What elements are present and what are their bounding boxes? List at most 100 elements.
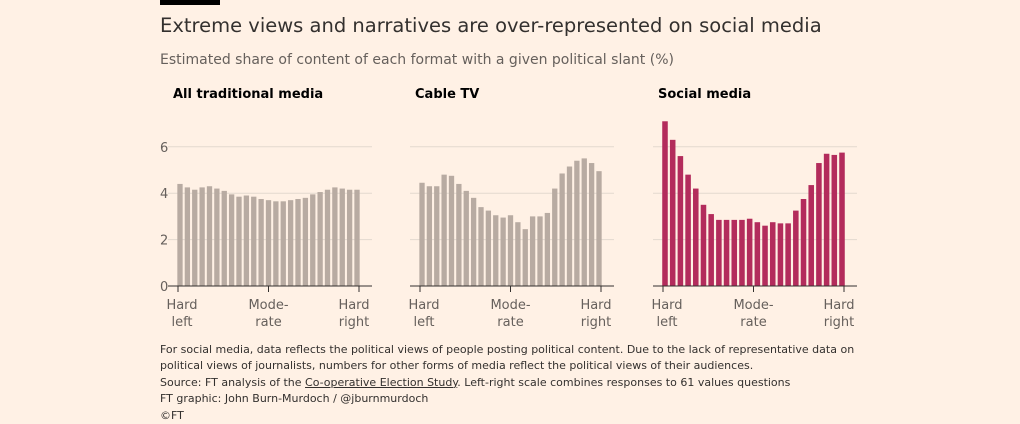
- bar: [441, 174, 447, 286]
- note-line-2: political views of journalists, numbers …: [160, 359, 754, 373]
- bar: [739, 219, 745, 286]
- bar: [317, 192, 323, 286]
- x-tick-label: right: [339, 315, 370, 330]
- bar: [324, 189, 331, 286]
- bar: [310, 194, 316, 286]
- bar: [677, 156, 684, 286]
- y-tick-label: 4: [160, 187, 168, 202]
- bar: [769, 222, 776, 286]
- bar: [214, 188, 220, 286]
- source-prefix: Source: FT analysis of the: [160, 375, 306, 389]
- copyright: ©FT: [160, 408, 184, 422]
- bar: [478, 207, 484, 286]
- x-tick-label: left: [171, 315, 192, 330]
- bar: [419, 182, 425, 286]
- bar: [716, 219, 722, 286]
- bar: [184, 187, 191, 286]
- x-tick-label: Mode-: [490, 298, 530, 313]
- bar: [295, 199, 301, 286]
- x-tick-label: Mode-: [248, 298, 288, 313]
- x-tick-label: Hard: [338, 298, 369, 313]
- x-tick-label: left: [656, 315, 677, 330]
- source-link[interactable]: Co-operative Election Study: [305, 375, 458, 389]
- bar: [493, 215, 499, 286]
- bar: [596, 171, 602, 286]
- bar: [708, 214, 714, 286]
- bar: [507, 215, 514, 286]
- bar: [685, 174, 691, 286]
- header-accent-bar: [160, 0, 220, 5]
- chart-subtitle: Estimated share of content of each forma…: [160, 52, 674, 68]
- bar: [839, 152, 845, 286]
- bar: [700, 204, 707, 286]
- bar: [258, 199, 264, 286]
- bar: [762, 225, 768, 286]
- x-tick-label: Hard: [166, 298, 197, 313]
- bar: [221, 190, 227, 286]
- note-line-1: For social media, data reflects the poli…: [160, 343, 855, 356]
- x-tick-label: Hard: [823, 298, 854, 313]
- bar: [662, 121, 668, 286]
- x-tick-label: Hard: [408, 298, 439, 313]
- x-tick-label: Hard: [651, 298, 682, 313]
- bar: [273, 201, 279, 286]
- credit-line: FT graphic: John Burn-Murdoch / @jburnmu…: [160, 392, 429, 406]
- bar: [566, 166, 573, 286]
- bar: [448, 175, 455, 286]
- bar: [265, 200, 272, 286]
- bar: [693, 188, 699, 286]
- bar: [588, 163, 595, 286]
- bar: [785, 223, 791, 286]
- bar: [537, 216, 543, 286]
- bar: [426, 186, 433, 286]
- bar: [559, 173, 565, 286]
- panel-title: All traditional media: [173, 87, 323, 102]
- bar: [280, 201, 286, 286]
- bar: [793, 210, 799, 286]
- bar: [731, 219, 738, 286]
- panel-title: Cable TV: [415, 87, 479, 102]
- bar: [199, 187, 205, 286]
- bar: [251, 196, 257, 286]
- bar: [831, 154, 838, 286]
- bar: [816, 163, 822, 286]
- bar: [434, 186, 440, 286]
- bar: [287, 200, 294, 286]
- chart-title: Extreme views and narratives are over-re…: [160, 14, 822, 37]
- bar: [552, 188, 558, 286]
- bar: [754, 222, 761, 286]
- panel-title: Social media: [658, 87, 751, 102]
- x-tick-label: right: [824, 315, 855, 330]
- bar: [800, 199, 807, 286]
- x-tick-label: rate: [497, 315, 523, 330]
- bar: [339, 188, 345, 286]
- bar: [463, 190, 469, 286]
- bar: [823, 153, 830, 286]
- y-tick-label: 6: [160, 141, 168, 156]
- x-tick-label: Mode-: [733, 298, 773, 313]
- x-tick-label: left: [413, 315, 434, 330]
- bar: [346, 189, 353, 286]
- footnotes: For social media, data reflects the poli…: [160, 342, 860, 424]
- bar: [515, 222, 521, 286]
- bar: [544, 212, 551, 286]
- bar: [777, 223, 784, 286]
- bar: [808, 185, 814, 286]
- bar: [228, 194, 235, 286]
- bar: [236, 196, 242, 286]
- y-tick-label: 2: [160, 234, 168, 249]
- bar: [302, 197, 309, 286]
- bar: [177, 183, 183, 286]
- bar: [529, 216, 536, 286]
- bar: [522, 229, 528, 286]
- bar: [243, 195, 250, 286]
- bar: [746, 218, 753, 286]
- source-suffix: . Left-right scale combines responses to…: [457, 375, 791, 389]
- bar: [456, 183, 462, 286]
- x-tick-label: right: [581, 315, 612, 330]
- x-tick-label: rate: [255, 315, 281, 330]
- bar: [581, 158, 587, 286]
- x-tick-label: rate: [740, 315, 766, 330]
- source-line: Source: FT analysis of the Co-operative …: [160, 375, 860, 391]
- bar: [332, 187, 338, 286]
